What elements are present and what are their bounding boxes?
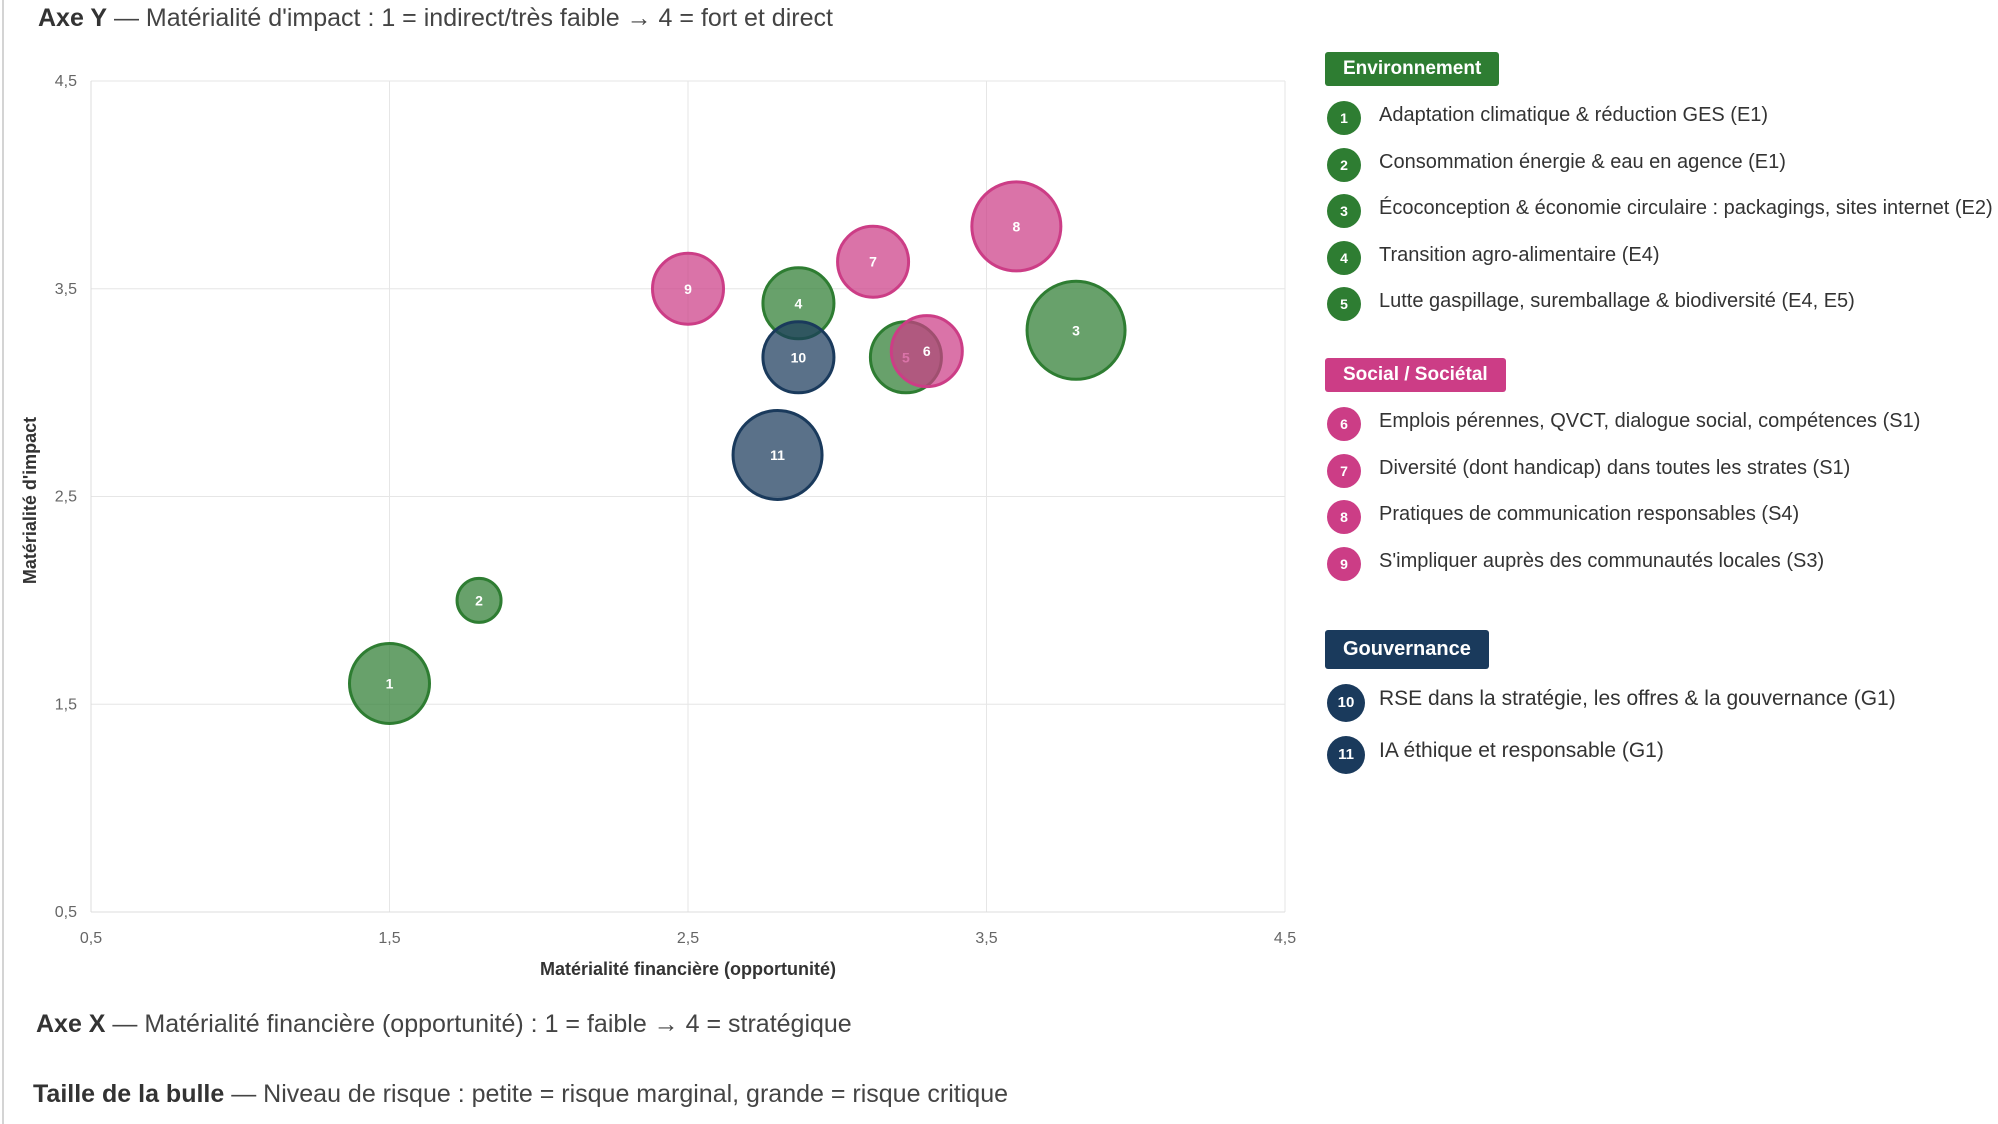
legend-number-badge: 6 — [1327, 407, 1361, 441]
bubble-circle — [970, 180, 1063, 273]
left-border-rule — [2, 0, 4, 1124]
bubble-circle — [731, 408, 824, 501]
bubble-10: 10 — [761, 320, 836, 395]
bubble-label: 10 — [791, 349, 807, 365]
x-axis-title: Matérialité financière (opportunité) — [540, 959, 836, 979]
axis-y-note-label: Axe Y — [38, 4, 108, 32]
legend-number-badge: 2 — [1327, 147, 1361, 182]
bubble-11: 11 — [731, 408, 824, 501]
bubble-circle — [761, 320, 836, 395]
bubble-chart: 0,50,51,51,52,52,53,53,54,54,5 123456789… — [20, 73, 1296, 979]
legend-number-badge: 8 — [1327, 500, 1361, 534]
legend-number-badge: 9 — [1327, 546, 1361, 581]
bubble-circle — [836, 224, 911, 299]
bubble-label: 2 — [475, 592, 483, 608]
legend-number-badge: 11 — [1327, 735, 1365, 774]
bubble-label: 3 — [1072, 322, 1080, 338]
x-tick-label: 1,5 — [378, 930, 400, 947]
legend-item-text: Adaptation climatique & réduction GES (E… — [1379, 104, 1769, 126]
chart-grid — [90, 80, 1286, 913]
bubble-2: 2 — [455, 576, 503, 624]
legend-item-text: RSE dans la stratégie, les offres & la g… — [1379, 687, 1896, 710]
bubble-size-note-label: Taille de la bulle — [33, 1080, 225, 1108]
bubble-circle — [651, 251, 725, 326]
legend-item-text: Transition agro-alimentaire (E4) — [1379, 243, 1660, 266]
legend-group-gouvernance: Gouvernance 10 RSE dans la stratégie, les … — [1325, 630, 1896, 774]
axis-x-note-text: — Matérialité financière (opportunité) :… — [105, 1010, 852, 1038]
bubble-label: 7 — [869, 254, 877, 270]
bubble-label: 9 — [684, 281, 692, 297]
bubble-7: 7 — [836, 224, 911, 299]
legend-item-text: Lutte gaspillage, suremballage & biodive… — [1379, 290, 1855, 312]
legend-group-title: Gouvernance — [1325, 630, 1489, 669]
legend-item-text: Écoconception & économie circulaire : pa… — [1379, 197, 1993, 219]
legend-group-environnement: Environnement 1 Adaptation climatique & ré… — [1325, 52, 1993, 321]
x-tick-label: 0,5 — [80, 930, 102, 947]
bubble-8: 8 — [970, 180, 1063, 273]
bubble-6: 6 — [889, 314, 964, 389]
legend-item-text: Diversité (dont handicap) dans toutes le… — [1379, 456, 1851, 479]
legend-item-text: Pratiques de communication responsables … — [1379, 503, 1800, 525]
chart-bubbles: 1234567891011 — [348, 180, 1127, 725]
legend-number-badge: 5 — [1327, 287, 1361, 321]
bubble-label: 8 — [1012, 218, 1020, 234]
x-tick-label: 4,5 — [1274, 930, 1296, 947]
legend-item-text: S'impliquer auprès des communautés local… — [1379, 549, 1825, 572]
legend-number-badge: 3 — [1327, 194, 1361, 228]
axis-x-note: Axe X — Matérialité financière (opportun… — [36, 1010, 852, 1039]
bubble-1: 1 — [348, 641, 431, 725]
bubble-circle — [455, 576, 503, 624]
legend-item-text: IA éthique et responsable (G1) — [1379, 738, 1664, 762]
y-tick-label: 4,5 — [55, 73, 77, 90]
bubble-circle — [889, 314, 964, 389]
legend-number-badge: 7 — [1327, 453, 1361, 488]
axis-x-note-label: Axe X — [36, 1010, 106, 1038]
legend-number-badge: 4 — [1327, 240, 1361, 275]
y-tick-label: 2,5 — [55, 489, 77, 506]
legend-group-title: Social / Sociétal — [1325, 358, 1506, 392]
legend-item-text: Emplois pérennes, QVCT, dialogue social,… — [1379, 410, 1921, 432]
y-tick-label: 1,5 — [55, 696, 77, 713]
bubble-size-note-text: — Niveau de risque : petite = risque mar… — [224, 1080, 1009, 1108]
axis-y-note: Axe Y — Matérialité d'impact : 1 = indir… — [38, 4, 833, 33]
y-axis-title: Matérialité d'impact — [20, 417, 40, 584]
bubble-circle — [1025, 279, 1127, 381]
bubble-label: 11 — [770, 447, 785, 463]
legend-number-badge: 10 — [1327, 684, 1365, 722]
bubble-circle — [348, 641, 431, 725]
y-tick-label: 3,5 — [55, 281, 77, 298]
legend-group-title: Environnement — [1325, 52, 1500, 86]
legend-group-social: Social / Sociétal 6 Emplois pérennes, QVCT… — [1325, 358, 1920, 581]
x-tick-label: 2,5 — [677, 930, 699, 947]
x-tick-label: 3,5 — [975, 930, 997, 947]
chart-ticks: 0,50,5 1,5 1,5 2,5 2,5 3,5 3,5 4,5 4,5 — [55, 73, 1296, 947]
bubble-size-note: Taille de la bulle — Niveau de risque : … — [33, 1080, 1008, 1109]
bubble-9: 9 — [651, 251, 725, 326]
bubble-label: 1 — [386, 675, 394, 691]
legend-number-badge: 1 — [1327, 101, 1361, 135]
legend-item-text: Consommation énergie & eau en agence (E1… — [1379, 150, 1786, 173]
bubble-3: 3 — [1025, 279, 1127, 381]
y-tick-label: 0,5 — [55, 904, 77, 921]
bubble-label: 6 — [923, 343, 931, 359]
axis-y-note-text: — Matérialité d'impact : 1 = indirect/tr… — [107, 4, 833, 32]
bubble-label: 4 — [795, 295, 803, 311]
